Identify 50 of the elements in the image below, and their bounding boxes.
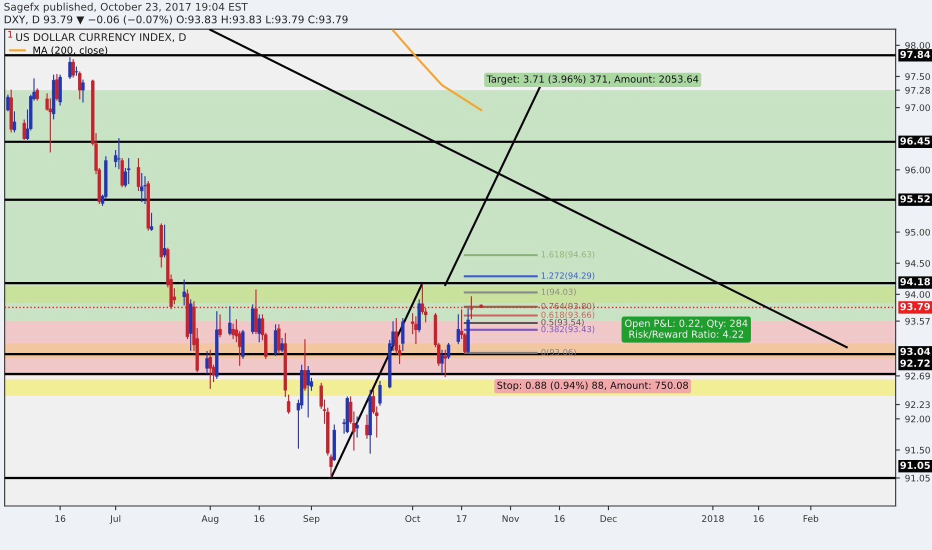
y-tick-label: 93.57 bbox=[905, 318, 930, 325]
y-tick-label: 97.28 bbox=[905, 86, 930, 94]
y-tick-label: 91.50 bbox=[905, 446, 930, 454]
y-tick-label: 92.23 bbox=[905, 401, 930, 408]
x-tick-label: Aug bbox=[202, 515, 218, 524]
x-tick-label: 16 bbox=[554, 515, 565, 522]
x-tick-label: 16 bbox=[55, 515, 66, 522]
ref-line-label: 92.72 bbox=[900, 360, 930, 367]
series-label: 0(93.06) bbox=[541, 348, 576, 356]
y-tick-label: 96.00 bbox=[905, 166, 930, 174]
y-tick-label: 92.69 bbox=[905, 372, 930, 380]
x-tick-label: Sep bbox=[304, 515, 320, 524]
y-tick-label: 97.00 bbox=[905, 104, 930, 112]
x-tick-label: Dec bbox=[600, 515, 617, 522]
band-label: Stop: 0.88 (0.94%) 88, Amount: 750.08 bbox=[497, 381, 688, 391]
ref-line-label: 97.84 bbox=[900, 50, 930, 58]
ref-line-label: 94.18 bbox=[900, 278, 930, 286]
series-label: 0.382(93.43) bbox=[541, 326, 594, 334]
text: Sagefx published, October 23, 2017 19:04 EST bbox=[4, 2, 248, 13]
chart-title: US DOLLAR CURRENCY INDEX, D bbox=[16, 33, 186, 42]
ref-line-label: 95.52 bbox=[900, 195, 930, 203]
ref-line-label: 93.04 bbox=[900, 348, 930, 356]
y-tick-label: 95.00 bbox=[905, 228, 930, 236]
series-label: 1.272(94.29) bbox=[542, 272, 594, 280]
x-tick-label: Oct bbox=[405, 515, 420, 522]
y-tick-label: 94.00 bbox=[905, 291, 930, 298]
annotation: 1 bbox=[8, 30, 12, 38]
series-label: 0.618(93.66) bbox=[541, 311, 594, 319]
y-tick-label: 94.50 bbox=[905, 260, 930, 267]
y-tick-label: 98.00 bbox=[905, 42, 930, 49]
x-tick-label: 16 bbox=[254, 515, 264, 522]
x-tick-label: Feb bbox=[804, 515, 818, 522]
x-tick-label: 17 bbox=[456, 515, 467, 522]
x-tick-label: Nov bbox=[502, 515, 520, 522]
series-label: 1.618(94.63) bbox=[542, 251, 594, 259]
y-tick-label: 97.50 bbox=[905, 73, 930, 80]
y-tick-label: 91.05 bbox=[905, 474, 930, 482]
ref-line-label: 96.45 bbox=[900, 137, 930, 145]
x-tick-label: 16 bbox=[754, 515, 764, 522]
ref-line-label: 93.79 bbox=[900, 302, 930, 310]
series-label: 0.5(93.54) bbox=[541, 318, 584, 326]
chart-subtitle: DXY, D 93.79 ▼ −0.06 (−0.07%) O:93.83 H:93.83 L:93.79 C:93.79 bbox=[4, 15, 348, 25]
y-tick-label: 92.00 bbox=[905, 416, 930, 422]
series-label: 1(94.03) bbox=[542, 288, 576, 296]
x-tick-label: 2018 bbox=[702, 515, 724, 522]
x-tick-label: Jul bbox=[110, 515, 120, 524]
annotation: Open P&L: 0.22, Qty: 284 Risk/Reward Ratio: 4.22 bbox=[625, 320, 748, 339]
series-label: 0.764(93.80) bbox=[541, 302, 594, 310]
legend-label: MA (200, close) bbox=[33, 46, 108, 56]
band-label: Target: 3.71 (3.96%) 371, Amount: 2053.64 bbox=[486, 75, 698, 85]
